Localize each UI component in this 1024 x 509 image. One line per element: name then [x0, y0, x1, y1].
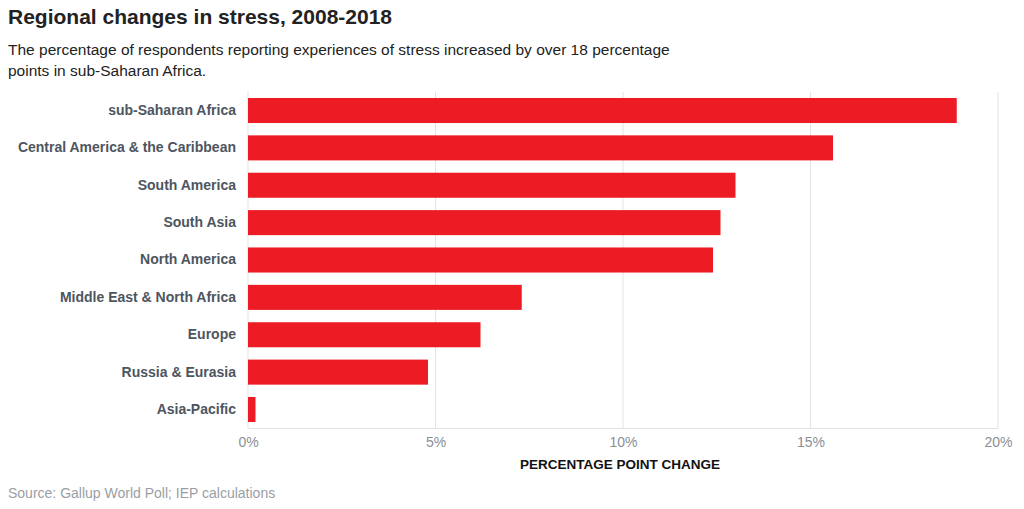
category-label: South America [138, 177, 236, 193]
tick: Russia & Eurasia [122, 364, 248, 380]
tick: sub-Saharan Africa [108, 102, 248, 118]
title: Regional changes in stress, 2008-2018 [8, 5, 392, 28]
bar [248, 322, 481, 347]
category-label: Middle East & North Africa [60, 289, 236, 305]
tick: 20% [984, 428, 1012, 450]
tick: Asia-Pacific [157, 401, 248, 417]
tick-label: 0% [238, 434, 258, 450]
category-label: South Asia [163, 214, 236, 230]
tick: 0% [238, 428, 258, 450]
tick: Central America & the Caribbean [18, 139, 248, 155]
bar [248, 98, 957, 123]
chart: Regional changes in stress, 2008-2018 The… [0, 0, 1024, 509]
category-label: North America [140, 251, 236, 267]
category-axis: sub-Saharan Africa Central America & the … [18, 102, 248, 417]
tick-label: 15% [797, 434, 825, 450]
tick: South America [138, 177, 248, 193]
grid [248, 92, 998, 428]
tick: North America [140, 251, 248, 267]
bars [248, 98, 957, 422]
bar [248, 135, 833, 160]
category-label: sub-Saharan Africa [108, 102, 236, 118]
category-label: Europe [188, 326, 236, 342]
tick: 5% [426, 428, 446, 450]
axis-title: PERCENTAGE POINT CHANGE [520, 457, 720, 472]
subtitle: points in sub-Saharan Africa. [8, 62, 206, 79]
tick-label: 20% [984, 434, 1012, 450]
tick: 10% [609, 428, 637, 450]
tick: South Asia [163, 214, 248, 230]
value-axis: 0% 5% 10% 15% 20% [238, 428, 1012, 450]
category-label: Central America & the Caribbean [18, 139, 236, 155]
grid-line [998, 92, 999, 428]
subtitle: The percentage of respondents reporting … [8, 41, 670, 58]
category-label: Asia-Pacific [157, 401, 237, 417]
bar [248, 247, 713, 272]
tick: Europe [188, 326, 248, 342]
axis-line [249, 428, 999, 429]
tick-label: 10% [609, 434, 637, 450]
tick: Middle East & North Africa [60, 289, 248, 305]
tick: 15% [797, 428, 825, 450]
bar [248, 285, 522, 310]
bar [248, 173, 736, 198]
bar [248, 360, 428, 385]
source: Source: Gallup World Poll; IEP calculati… [8, 485, 275, 501]
bar [248, 210, 721, 235]
bar [248, 397, 256, 422]
category-label: Russia & Eurasia [122, 364, 237, 380]
tick-label: 5% [426, 434, 446, 450]
